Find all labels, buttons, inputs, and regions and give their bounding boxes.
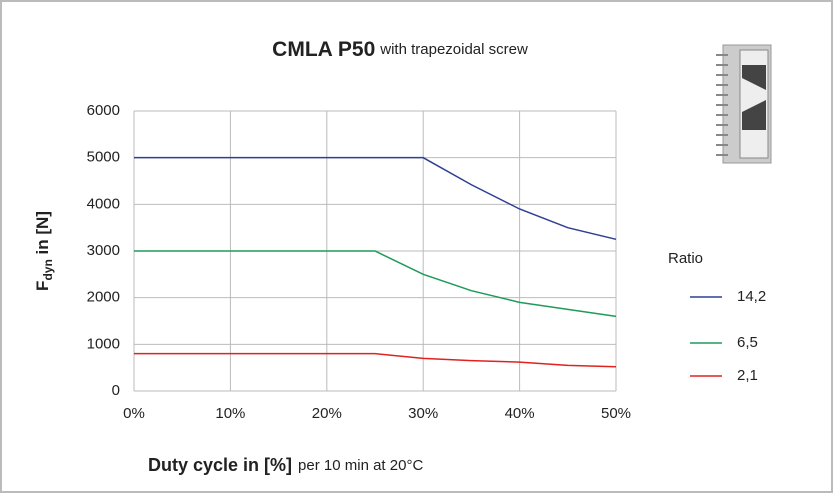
screw-icon bbox=[716, 44, 772, 164]
y-tick-label: 1000 bbox=[87, 335, 120, 352]
y-axis-label: Fdyn in [N] bbox=[33, 211, 55, 291]
y-tick-label: 3000 bbox=[87, 242, 120, 259]
x-tick-label: 0% bbox=[123, 405, 145, 422]
legend-label: 2,1 bbox=[737, 367, 758, 384]
series-line bbox=[134, 156, 617, 241]
x-axis-label: Duty cycle in [%] bbox=[148, 455, 292, 475]
series-line bbox=[134, 250, 617, 318]
y-label-sub: dyn bbox=[41, 259, 55, 280]
y-tick-label: 2000 bbox=[87, 289, 120, 306]
y-label-main: F bbox=[33, 281, 52, 291]
x-tick-label: 50% bbox=[601, 405, 631, 422]
legend-label: 14,2 bbox=[737, 288, 766, 305]
y-tick-label: 0 bbox=[112, 382, 120, 399]
chart-title: CMLA P50 bbox=[272, 38, 375, 61]
x-axis-label-group: Duty cycle in [%] per 10 min at 20°C bbox=[148, 455, 423, 475]
y-label-rest: in [N] bbox=[33, 211, 52, 259]
legend-label: 6,5 bbox=[737, 334, 758, 351]
chart-subtitle: with trapezoidal screw bbox=[379, 41, 528, 58]
x-tick-label: 30% bbox=[408, 405, 438, 422]
y-tick-label: 6000 bbox=[87, 102, 120, 119]
series-line bbox=[134, 352, 617, 368]
y-tick-label: 4000 bbox=[87, 195, 120, 212]
legend-title: Ratio bbox=[668, 250, 703, 267]
x-tick-label: 20% bbox=[312, 405, 342, 422]
x-tick-label: 40% bbox=[505, 405, 535, 422]
chart-title-group: CMLA P50 with trapezoidal screw bbox=[272, 38, 528, 61]
x-axis-note: per 10 min at 20°C bbox=[298, 457, 423, 474]
y-tick-label: 5000 bbox=[87, 149, 120, 166]
x-tick-label: 10% bbox=[215, 405, 245, 422]
